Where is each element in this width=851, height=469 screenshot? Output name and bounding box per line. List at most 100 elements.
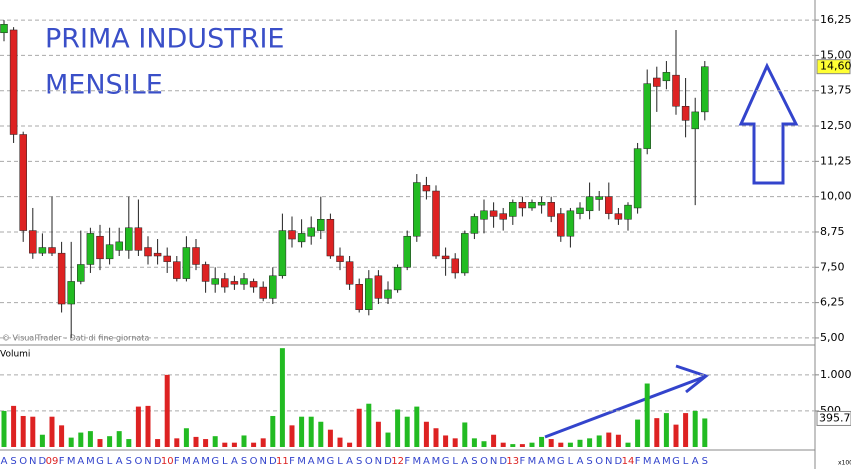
candle-body: [259, 286, 267, 299]
candle-body: [105, 244, 114, 260]
y-tick-label: 8,75: [820, 225, 845, 238]
volume-bar: [654, 418, 660, 447]
source-note: © VisualTrader - Dati di fine giornata: [2, 334, 149, 343]
volume-bar: [510, 444, 516, 447]
x-tick-label: M: [67, 456, 76, 467]
volume-bar: [126, 439, 132, 447]
x-tick-label: F: [635, 456, 641, 467]
candle-body: [537, 202, 546, 206]
candle-body: [461, 233, 469, 274]
candle-body: [489, 210, 498, 217]
candle-body: [317, 219, 325, 231]
volume-bar: [116, 431, 122, 447]
x-tick-label: O: [365, 456, 373, 467]
candle-body: [307, 227, 315, 237]
y-tick-label: 12,50: [820, 119, 851, 132]
volume-bar: [692, 410, 698, 447]
volume-bar: [375, 421, 381, 447]
x-tick-label: S: [10, 456, 16, 467]
candle-body: [384, 289, 392, 299]
candle-body: [576, 207, 584, 214]
x-tick-label: S: [471, 456, 477, 467]
candle-body: [355, 284, 363, 310]
volume-bar: [414, 406, 420, 447]
x-tick-label: O: [250, 456, 258, 467]
volume-bar: [567, 442, 573, 447]
volume-bar: [491, 434, 497, 447]
x-tick-label: M: [201, 456, 210, 467]
x-tick-label: M: [182, 456, 191, 467]
volume-bar: [212, 436, 218, 447]
up-arrow: [738, 62, 799, 185]
candle-body: [653, 77, 661, 87]
x-tick-label: N: [375, 456, 382, 467]
x-tick-label: 14: [622, 456, 635, 467]
x-tick-label: G: [672, 456, 680, 467]
x-tick-label: M: [316, 456, 325, 467]
candle-body: [240, 278, 248, 285]
volume-bar: [20, 415, 26, 447]
y-tick-label: 6,25: [820, 296, 845, 309]
candle-body: [595, 196, 603, 200]
x-tick-label: G: [442, 456, 450, 467]
y-tick-label: 7,50: [820, 260, 845, 273]
volume-bar: [155, 439, 161, 447]
volume-bar: [299, 416, 305, 447]
y-tick-label: 16,25: [820, 13, 851, 26]
volume-bar: [663, 413, 669, 447]
candle-body: [182, 247, 191, 279]
x-tick-label: M: [662, 456, 671, 467]
candle-body: [230, 281, 239, 285]
volume-bar: [107, 436, 113, 447]
x-tick-label: D: [269, 456, 277, 467]
x-tick-label: N: [605, 456, 612, 467]
x-tick-label: G: [211, 456, 219, 467]
volume-bar: [39, 434, 45, 447]
volume-bar: [423, 421, 429, 447]
x-tick-label: A: [692, 456, 699, 467]
volume-bar: [433, 428, 439, 447]
x-tick-label: D: [39, 456, 47, 467]
volume-bar: [11, 405, 17, 447]
x-tick-label: S: [356, 456, 362, 467]
y-tick-label: 5,00: [820, 331, 845, 344]
x-tick-label: L: [222, 456, 228, 467]
x-tick-label: S: [702, 456, 708, 467]
x-tick-label: A: [577, 456, 584, 467]
volume-bar: [683, 413, 689, 447]
volume-bar: [78, 432, 84, 447]
last-price-label: 14,60: [820, 60, 851, 73]
volume-bar: [30, 416, 36, 447]
candle-body: [441, 255, 450, 260]
candle-body: [67, 281, 75, 305]
x-tick-label: M: [412, 456, 421, 467]
volume-bar: [1, 410, 7, 447]
candle-body: [413, 182, 421, 237]
volume-bar: [145, 405, 151, 447]
x-tick-label: 12: [391, 456, 404, 467]
candle-body: [403, 235, 411, 268]
x-tick-label: N: [259, 456, 266, 467]
x-tick-label: A: [423, 456, 430, 467]
candle-body: [509, 202, 517, 217]
x-tick-label: 09: [46, 456, 59, 467]
volume-bar: [49, 416, 55, 447]
candle-body: [221, 278, 229, 288]
x-tick-label: M: [547, 456, 556, 467]
candle-body: [518, 202, 527, 209]
volume-bar: [462, 422, 468, 447]
x-tick-label: A: [231, 456, 238, 467]
volume-bar: [289, 425, 295, 447]
x-tick-label: A: [77, 456, 84, 467]
volume-bar: [558, 442, 564, 447]
x-tick-label: M: [297, 456, 306, 467]
volume-bar: [539, 436, 545, 447]
volume-bar: [318, 421, 324, 447]
x-tick-label: S: [241, 456, 247, 467]
volume-bar: [231, 442, 237, 447]
candle-body: [173, 261, 181, 279]
x-tick-label: F: [289, 456, 295, 467]
volume-bar: [327, 429, 333, 447]
volume-bar: [452, 438, 458, 447]
candle-body: [57, 252, 66, 305]
